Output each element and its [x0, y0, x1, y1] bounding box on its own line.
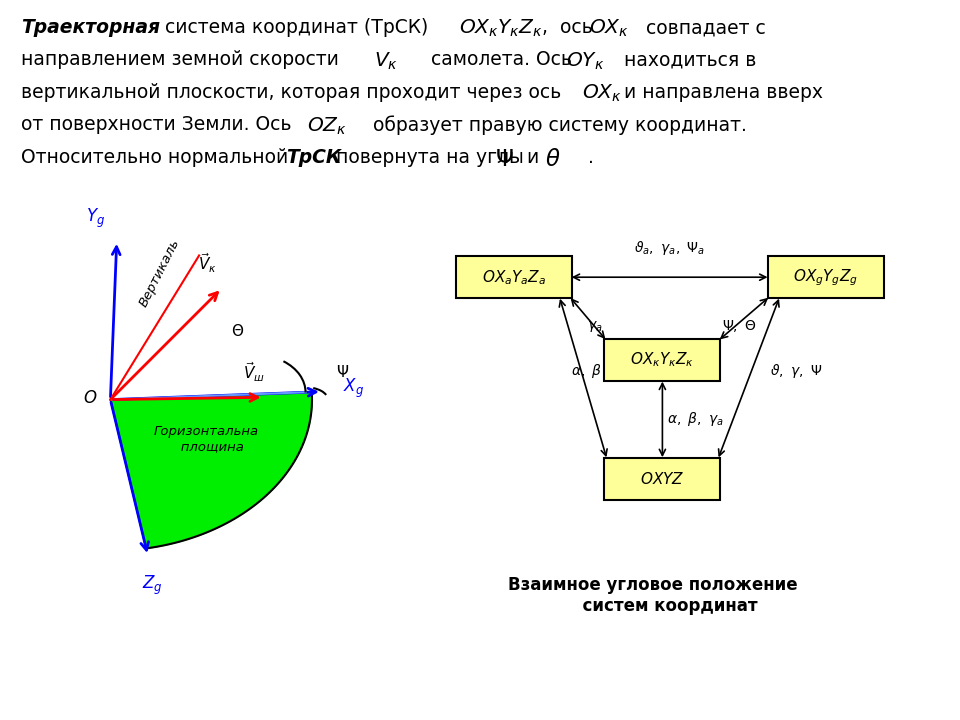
Text: $\Psi$: $\Psi$ [336, 364, 349, 380]
Polygon shape [110, 392, 312, 549]
FancyBboxPatch shape [456, 256, 572, 298]
Text: Относительно нормальной: Относительно нормальной [21, 148, 288, 166]
Text: $OX_\kappa Y_\kappa Z_\kappa$: $OX_\kappa Y_\kappa Z_\kappa$ [631, 351, 694, 369]
Text: $\theta$: $\theta$ [545, 148, 561, 171]
Text: $OY_{\kappa}$: $OY_{\kappa}$ [566, 50, 605, 72]
Text: $V_{\kappa}$: $V_{\kappa}$ [374, 50, 398, 72]
Text: $\vartheta,\ \gamma,\ \Psi$: $\vartheta,\ \gamma,\ \Psi$ [770, 361, 823, 380]
Text: O: O [84, 390, 97, 408]
Text: $\alpha,\ \beta$: $\alpha,\ \beta$ [571, 361, 603, 380]
Text: $\Theta$: $\Theta$ [231, 323, 245, 339]
Text: $OX_aY_aZ_a$: $OX_aY_aZ_a$ [482, 268, 545, 287]
Text: .: . [576, 148, 594, 166]
Text: находиться в: находиться в [612, 50, 756, 69]
Text: $\alpha,\ \beta,\ \gamma_a$: $\alpha,\ \beta,\ \gamma_a$ [667, 410, 724, 428]
Text: $Z_g$: $Z_g$ [142, 574, 163, 597]
Text: повернута на углы: повернута на углы [336, 148, 524, 166]
Text: и направлена вверх: и направлена вверх [624, 83, 823, 102]
FancyBboxPatch shape [605, 458, 720, 500]
Text: Взаимное угловое положение
      систем координат: Взаимное угловое положение систем коорди… [508, 576, 798, 615]
FancyBboxPatch shape [605, 339, 720, 381]
Text: Горизонтальна
   площина: Горизонтальна площина [154, 425, 259, 453]
Text: $Y_g$: $Y_g$ [86, 207, 106, 230]
Text: $OX_{\kappa}Y_{\kappa}Z_{\kappa}$: $OX_{\kappa}Y_{\kappa}Z_{\kappa}$ [459, 18, 542, 40]
Text: $\Psi,\ \Theta$: $\Psi,\ \Theta$ [722, 318, 757, 334]
Text: $OX_{\kappa}$: $OX_{\kappa}$ [589, 18, 630, 40]
Text: ТрСК: ТрСК [286, 148, 342, 166]
Text: вертикальной плоскости, которая проходит через ось: вертикальной плоскости, которая проходит… [21, 83, 562, 102]
Text: $\gamma_a$: $\gamma_a$ [587, 319, 603, 334]
Text: система координат (ТрСК): система координат (ТрСК) [165, 18, 428, 37]
Text: от поверхности Земли. Ось: от поверхности Земли. Ось [21, 115, 292, 134]
Text: Траекторная: Траекторная [21, 18, 160, 37]
Text: и: и [526, 148, 539, 166]
Text: $\vec{V}_{ш}$: $\vec{V}_{ш}$ [243, 361, 265, 384]
Text: $\Psi$: $\Psi$ [495, 148, 514, 171]
FancyBboxPatch shape [768, 256, 883, 298]
Text: образует правую систему координат.: образует правую систему координат. [355, 115, 747, 135]
Text: $\vartheta_a,\ \gamma_a,\ \Psi_a$: $\vartheta_a,\ \gamma_a,\ \Psi_a$ [634, 239, 706, 257]
Text: $OX_{\kappa}$: $OX_{\kappa}$ [582, 83, 622, 104]
Text: совпадает с: совпадает с [634, 18, 765, 37]
Text: $X_g$: $X_g$ [343, 377, 364, 400]
Text: $OZ_{\kappa}$: $OZ_{\kappa}$ [307, 115, 348, 137]
Text: самолета. Ось: самолета. Ось [413, 50, 572, 69]
Text: $OX_gY_gZ_g$: $OX_gY_gZ_g$ [793, 267, 858, 287]
Text: $\vec{V}_{\kappa}$: $\vec{V}_{\kappa}$ [198, 252, 217, 275]
Text: направлением земной скорости: направлением земной скорости [21, 50, 339, 69]
Text: ,  ось: , ось [542, 18, 593, 37]
Text: $OXYZ$: $OXYZ$ [640, 471, 684, 487]
Text: Вертикаль: Вертикаль [137, 237, 182, 309]
